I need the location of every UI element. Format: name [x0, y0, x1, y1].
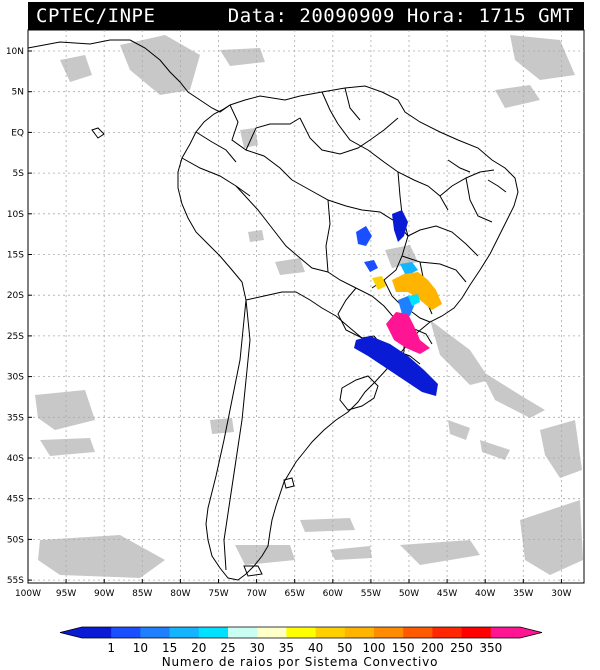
colorbar-tick-label: 200 [420, 641, 444, 655]
lat-label: 35S [7, 413, 24, 423]
colorbar-segment [257, 627, 287, 638]
lon-label: 50W [399, 589, 419, 599]
colorbar-segment [490, 627, 521, 638]
longitude-labels: 100W 95W 90W 85W 80W 75W 70W 65W 60W 55W 50W 45W 40W… [15, 579, 572, 599]
colorbar-tick-label: 25 [220, 641, 236, 655]
colorbar-segment [198, 627, 229, 638]
colorbar-tick-label: 150 [391, 641, 415, 655]
colorbar-segment [403, 627, 433, 638]
lat-label: 10N [6, 47, 24, 57]
lat-label: 5S [13, 169, 25, 179]
lon-label: 70W [246, 589, 266, 599]
colorbar-segment [228, 627, 258, 638]
lat-label: 50S [7, 535, 24, 545]
colorbar-caption: Numero de raios por Sistema Convectivo [161, 655, 439, 669]
lat-label: 30S [7, 373, 24, 383]
colorbar-segment [169, 627, 200, 638]
lon-label: 35W [513, 589, 533, 599]
colorbar-segment [432, 627, 463, 638]
lat-label: 5N [12, 88, 24, 98]
colorbar-tick-label: 50 [337, 641, 353, 655]
system-blue-south [354, 336, 438, 396]
colorbar-tick-label: 30 [249, 641, 265, 655]
colorbar-low-arrow [60, 627, 82, 638]
colorbar-tick-label: 350 [479, 641, 503, 655]
lon-label: 55W [361, 589, 381, 599]
lon-label: 90W [94, 589, 114, 599]
lon-label: 40W [475, 589, 495, 599]
lat-label: 25S [7, 332, 24, 342]
lon-label: 85W [132, 589, 152, 599]
system-mid-blue-center [364, 260, 378, 272]
colorbar-tick-label: 100 [362, 641, 386, 655]
lon-label: 75W [208, 589, 228, 599]
lat-label: 45S [7, 495, 24, 505]
colorbar-segment [344, 627, 375, 638]
colorbar-segment [315, 627, 346, 638]
lon-label: 45W [437, 589, 457, 599]
system-orange-west [372, 276, 386, 290]
lon-label: 95W [56, 589, 76, 599]
map-header: CPTEC/INPE Data: 20090909 Hora: 1715 GMT [28, 2, 584, 30]
convective-systems [354, 210, 442, 396]
system-cyan-mid [408, 294, 420, 306]
lon-label: 60W [323, 589, 343, 599]
lon-label: 80W [170, 589, 190, 599]
lon-label: 100W [15, 589, 41, 599]
lat-label: 15S [7, 251, 24, 261]
colorbar-segment [140, 627, 171, 638]
lon-label: 65W [285, 589, 305, 599]
system-magenta [386, 312, 430, 354]
map-frame [27, 29, 585, 584]
lat-label: 55S [7, 576, 24, 586]
datetime-label: Data: 20090909 Hora: 1715 GMT [227, 5, 574, 27]
system-orange-main [392, 272, 442, 310]
colorbar-tick-label: 40 [307, 641, 324, 655]
colorbar-tick-label: 10 [132, 641, 149, 655]
colorbar-segment [286, 627, 317, 638]
colorbar-outline [59, 626, 543, 639]
continent-outline [27, 39, 519, 581]
lon-label: 30W [551, 589, 571, 599]
colorbar-tick-label: 20 [191, 641, 207, 655]
colorbar-segment [111, 627, 141, 638]
lat-label: 20S [7, 291, 24, 301]
system-blue-north [392, 210, 408, 242]
source-label: CPTEC/INPE [36, 5, 156, 27]
colorbar-high-arrow [520, 627, 542, 638]
system-cyan-small [400, 262, 418, 276]
colorbar-segment [374, 627, 404, 638]
colorbar-segment [82, 627, 112, 638]
colorbar-segment [461, 627, 492, 638]
colorbar-tick-label: 15 [161, 641, 178, 655]
lat-label: 10S [7, 210, 24, 220]
latitude-labels: 10N 5N EQ 5S 10S 15S 20S 25S 30S 35S 40S 45S 50S 55S [6, 47, 32, 586]
colorbar-tick-label: 250 [450, 641, 474, 655]
lat-label: 40S [7, 454, 24, 464]
colorbar-tick-label: 1 [107, 641, 116, 655]
colorbar-tick-label: 35 [278, 641, 295, 655]
lat-label: EQ [11, 128, 24, 138]
colorbar [59, 626, 543, 639]
system-mid-blue-west [356, 226, 372, 246]
